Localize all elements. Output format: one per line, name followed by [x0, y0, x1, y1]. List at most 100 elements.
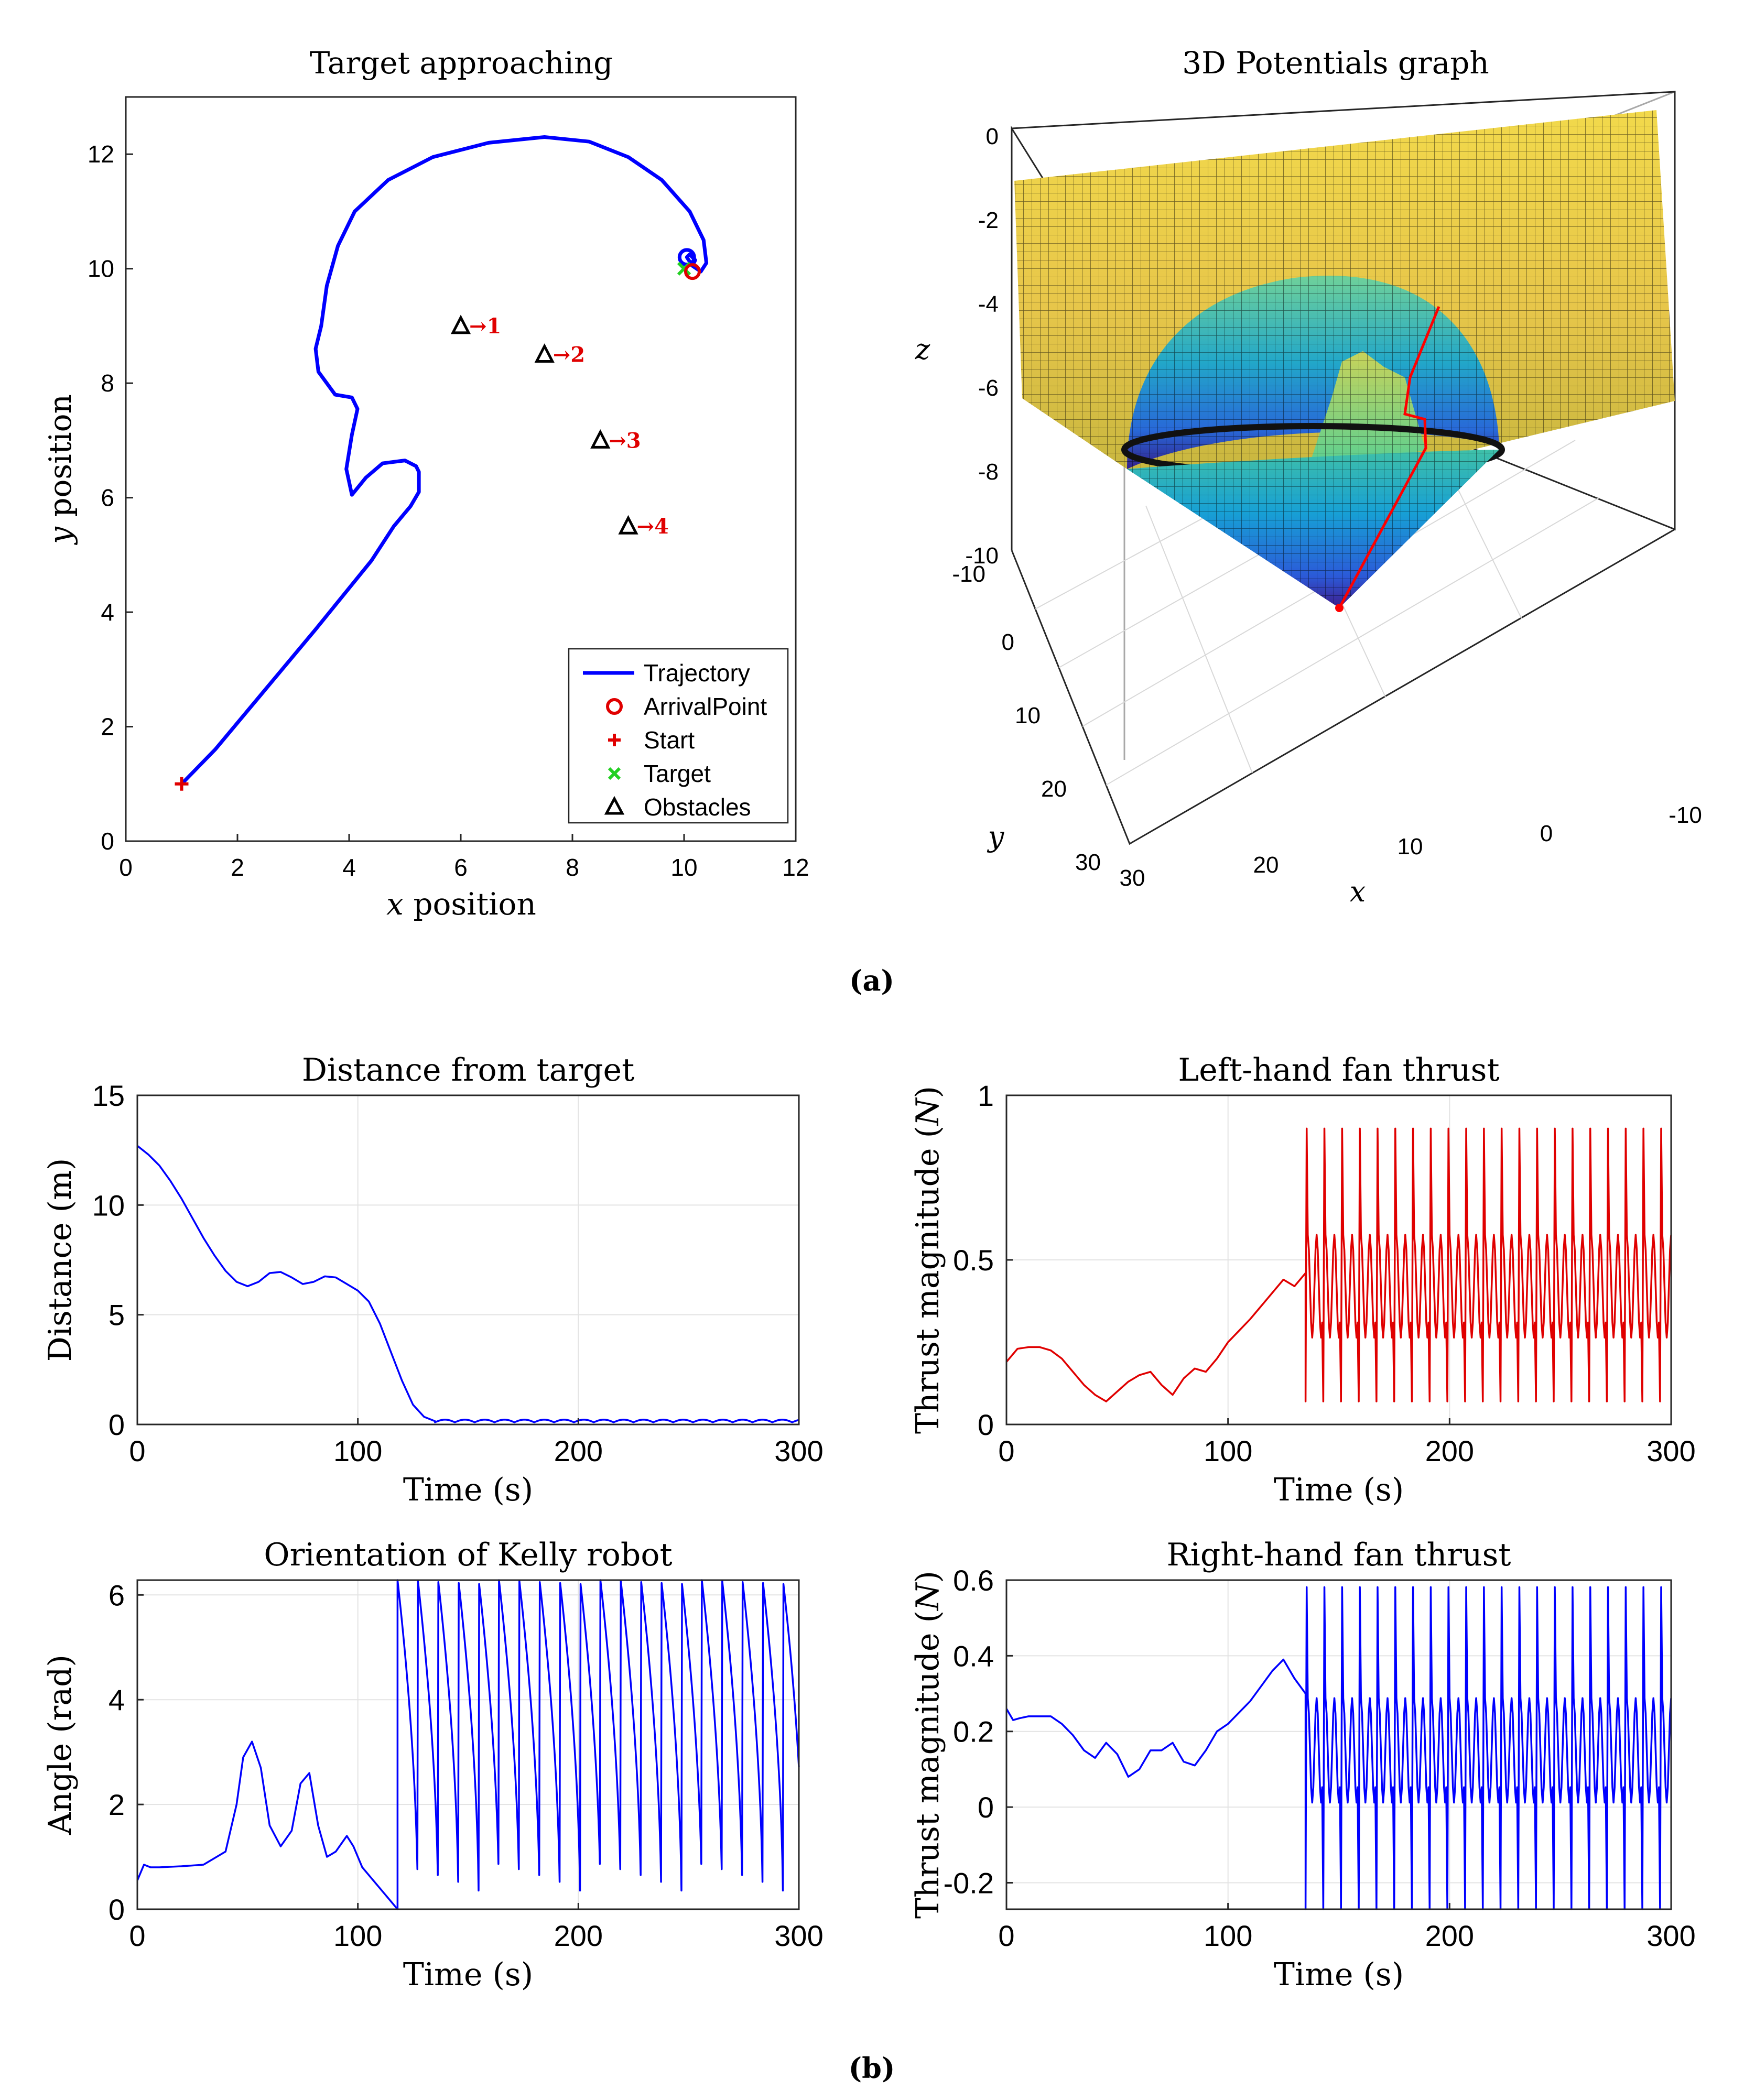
y-tick-label: 1	[978, 1079, 994, 1112]
y-tick: 30	[1075, 850, 1101, 875]
x-tick-label: 300	[1646, 1434, 1695, 1467]
y-tick-label: 15	[92, 1079, 125, 1112]
obstacle-label: →3	[609, 428, 641, 453]
legend-swatch-start	[608, 734, 621, 746]
z-axis-label: z	[915, 333, 930, 366]
axes-frame	[1005, 1579, 1672, 1910]
chart-orientation: 0 100 200 300 0 2 4 6 Orientation of Kelly robot…	[42, 1537, 824, 1993]
y-axis-label: Angle (rad)	[42, 1655, 79, 1835]
obstacle-triangle	[534, 343, 555, 363]
x-axis-label: Time (s)	[403, 1956, 533, 1993]
obstacle-label: →4	[637, 514, 669, 539]
x-tick-label: 2	[231, 854, 244, 881]
y-tick-label: 0	[101, 828, 114, 855]
x-tick: 0	[1540, 821, 1553, 846]
x-axis-label: Time (s)	[1274, 1956, 1404, 1993]
x-tick-label: 0	[119, 854, 133, 881]
x-tick: -10	[1669, 802, 1702, 828]
x-tick-label: 0	[998, 1434, 1014, 1467]
legend-swatch-obstacles	[604, 796, 625, 815]
y-tick-label: 0.2	[953, 1715, 994, 1748]
obstacle-label: →2	[553, 343, 585, 367]
series-line	[136, 1145, 799, 1423]
z-tick: 0	[986, 124, 999, 149]
y-tick-label: 0.4	[953, 1639, 994, 1672]
surface-peak-mesh	[1310, 351, 1426, 461]
obstacle-markers: →1 →2 →3 →4	[450, 314, 669, 539]
x-tick-label: 100	[333, 1919, 382, 1952]
legend-obstacles: Obstacles	[644, 793, 751, 821]
y-tick: -10	[952, 561, 985, 587]
x-tick-label: 6	[454, 854, 468, 881]
y-tick-label: 0.6	[953, 1564, 994, 1597]
legend-box	[568, 648, 789, 824]
x-tick-label: 0	[129, 1434, 145, 1467]
legend-start: Start	[644, 726, 695, 754]
axis-ticks: 0 2 4 6 8 10 12 0 2 4 6 8 10 12	[88, 140, 809, 881]
y-tick: 20	[1041, 776, 1067, 802]
trajectory-line	[180, 135, 709, 786]
plot-area	[1006, 1580, 1671, 1909]
y-tick-label: 2	[101, 713, 114, 741]
chart-title: Orientation of Kelly robot	[264, 1537, 672, 1573]
box-floor-edges	[1011, 528, 1675, 845]
chart-distance-from-target: 0 100 200 300 0 5 10 15 Distance from target Time…	[42, 1052, 824, 1508]
obstacle-triangle	[450, 314, 471, 334]
x-tick-label: 0	[129, 1919, 145, 1952]
y-axis-label: Distance (m)	[42, 1158, 79, 1362]
legend-arrival: ArrivalPoint	[644, 693, 767, 720]
z-tick: -10	[965, 543, 999, 569]
chart-title: Target approaching	[310, 45, 613, 81]
legend-swatch-target	[608, 767, 621, 780]
x-tick-label: 300	[1646, 1919, 1695, 1952]
y-tick: 10	[1015, 703, 1041, 728]
series-line	[136, 1579, 800, 1910]
y-axis-ticks: -10 0 10 20 30	[952, 561, 1101, 875]
x-tick: 10	[1398, 834, 1423, 859]
subfigure-label-a: (a)	[849, 964, 894, 997]
y-tick: 0	[1002, 629, 1014, 655]
y-tick-label: 4	[109, 1683, 125, 1716]
chart-target-approaching: Target approaching 0 2 4 6 8 10 12 0 2 4 6 8 10 12 →1…	[42, 45, 809, 922]
x-tick: 20	[1253, 852, 1279, 878]
z-tick: -8	[978, 459, 999, 485]
x-axis-label: x	[1350, 875, 1366, 908]
x-tick-label: 300	[774, 1434, 823, 1467]
subfigure-label-b: (b)	[849, 2051, 895, 2085]
chart-left-fan-thrust: 0 100 200 300 0 0.5 1 Left-hand fan thrust Time …	[909, 1052, 1696, 1508]
x-tick-label: 300	[774, 1919, 823, 1952]
y-tick-label: 2	[109, 1788, 125, 1821]
z-tick: -4	[978, 291, 999, 317]
y-tick-label: 12	[88, 140, 114, 168]
y-tick-label: -0.2	[944, 1866, 994, 1899]
obstacle-triangle	[618, 515, 638, 535]
y-tick-label: 4	[101, 599, 114, 626]
series-line	[1005, 1586, 1672, 1910]
chart-3d-potentials: 3D Potentials graph 0 -2	[915, 45, 1702, 908]
y-axis-label: Thrust magnitude (N)	[909, 1571, 946, 1919]
y-tick-label: 6	[101, 484, 114, 512]
arrival-marker	[684, 263, 701, 280]
x-axis-ticks: 30 20 10 0 -10	[1120, 802, 1702, 891]
y-axis-label: Thrust magnitude (N)	[909, 1086, 946, 1434]
plot-area	[137, 1580, 799, 1909]
y-tick-label: 10	[92, 1189, 125, 1222]
x-tick-label: 200	[554, 1434, 603, 1467]
y-tick-label: 6	[109, 1579, 125, 1612]
x-tick: 30	[1120, 865, 1145, 891]
x-tick-label: 12	[782, 854, 809, 881]
x-axis-label: x position	[386, 886, 536, 922]
chart-title: 3D Potentials graph	[1182, 45, 1489, 81]
axes-frame	[136, 1094, 800, 1426]
obstacle-label: →1	[469, 314, 501, 339]
z-tick: -2	[978, 208, 999, 233]
legend-trajectory: Trajectory	[644, 659, 750, 687]
y-axis-label: y	[987, 820, 1005, 853]
y-tick-label: 8	[101, 369, 114, 397]
x-tick-label: 10	[670, 854, 697, 881]
x-axis-label: Time (s)	[403, 1472, 533, 1508]
x-tick-label: 100	[1204, 1919, 1252, 1952]
y-tick-label: 5	[109, 1299, 125, 1332]
y-tick-label: 10	[88, 255, 114, 282]
